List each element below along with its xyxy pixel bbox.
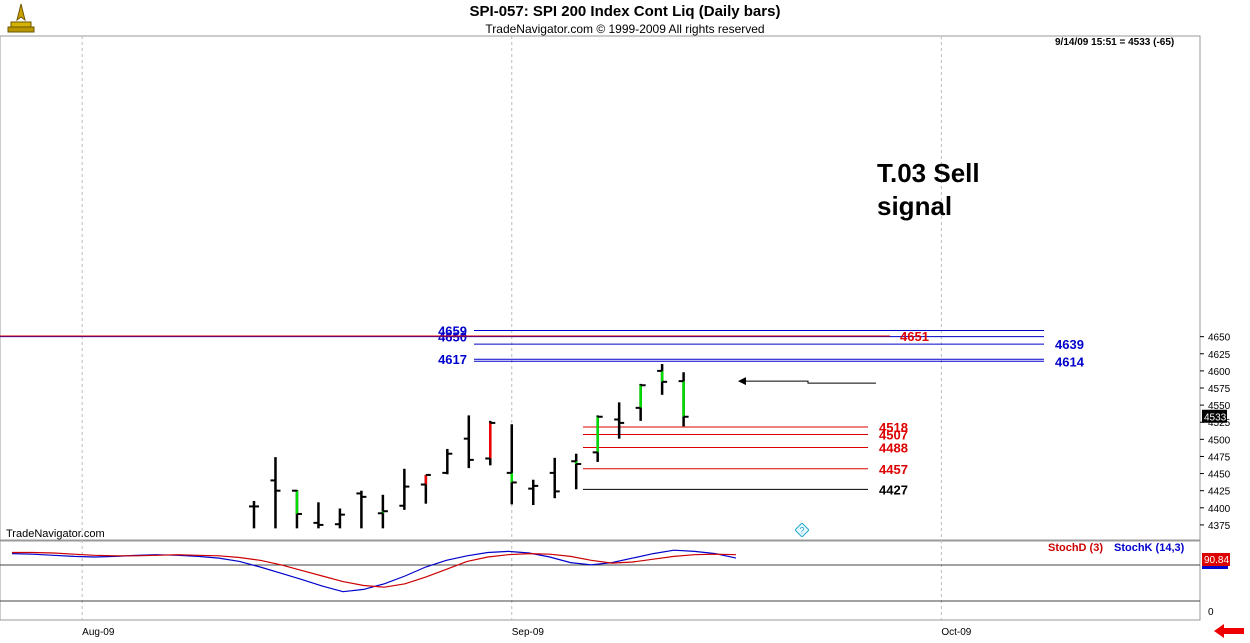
- price-tick-label: 4625: [1208, 350, 1231, 361]
- price-tick-label: 4475: [1208, 452, 1231, 463]
- ohlc-bar: [549, 457, 560, 499]
- ohlc-bar: [249, 500, 259, 529]
- level-label: 4427: [879, 482, 908, 497]
- stoch-value-label: 90.84: [1204, 555, 1229, 566]
- ohlc-bar: [506, 424, 517, 505]
- price-tick-label: 4575: [1208, 384, 1231, 395]
- chart-title: SPI-057: SPI 200 Index Cont Liq (Daily b…: [469, 3, 781, 20]
- ohlc-bar: [442, 448, 453, 475]
- level-label: 4639: [1055, 337, 1084, 352]
- stoch-plot-frame: [0, 540, 1201, 621]
- sell-signal-annotation: T.03 Sell signal: [877, 157, 1027, 223]
- stoch-k-marker: [1202, 566, 1228, 569]
- stoch-k-label: StochK (14,3): [1114, 542, 1185, 554]
- ohlc-bar: [592, 415, 603, 462]
- last-quote: 9/14/09 15:51 = 4533 (-65): [1055, 37, 1175, 48]
- annotation-line-2: signal: [877, 191, 953, 221]
- ohlc-bars: [249, 364, 689, 529]
- price-tick-label: 4375: [1208, 521, 1231, 532]
- price-tick-label: 4525: [1208, 418, 1231, 429]
- ohlc-bar: [313, 502, 324, 529]
- price-tick-label: 4550: [1208, 401, 1231, 412]
- level-label: 4518: [879, 420, 908, 435]
- watermark: TradeNavigator.com: [6, 528, 105, 540]
- stochastic-panel: 90.84 0: [0, 549, 1230, 618]
- signal-arrow-line: [744, 380, 876, 384]
- date-tick-label: Aug-09: [82, 627, 115, 638]
- level-label: 4507: [879, 428, 908, 443]
- ohlc-bar: [377, 494, 388, 529]
- signal-arrow: [738, 377, 876, 386]
- ohlc-bar: [334, 508, 345, 529]
- signal-arrow-head: [738, 377, 746, 386]
- level-label: 4457: [879, 462, 908, 477]
- chart-grid: [0, 35, 1201, 621]
- date-tick-label: Oct-09: [941, 627, 971, 638]
- stoch-value-badge: [1202, 553, 1230, 566]
- ohlc-bar: [270, 457, 281, 529]
- help-diamond-icon[interactable]: ?: [795, 523, 809, 537]
- level-label: 4650: [438, 330, 467, 345]
- ohlc-bar: [356, 490, 367, 529]
- level-label: 4617: [438, 352, 467, 367]
- ohlc-bar: [485, 420, 496, 466]
- ohlc-bar: [678, 372, 689, 427]
- stoch-axis-zero: 0: [1208, 607, 1214, 618]
- last-price-label: 4533: [1204, 413, 1227, 424]
- price-axis: 4375 4400 4425 4450 4475 4500 4525 4550 4575 4600…: [1200, 333, 1231, 532]
- price-tick-label: 4650: [1208, 333, 1231, 344]
- stoch-k-line: [11, 549, 737, 593]
- last-price-badge: [1202, 409, 1227, 423]
- date-tick-label: Sep-09: [512, 627, 545, 638]
- price-tick-label: 4600: [1208, 367, 1231, 378]
- compass-logo-icon[interactable]: [4, 2, 38, 36]
- level-label: 4488: [879, 441, 908, 456]
- red-left-arrow-icon[interactable]: [1214, 624, 1244, 638]
- chart-subtitle: TradeNavigator.com © 1999-2009 All right…: [485, 22, 765, 36]
- level-label: 4651: [900, 329, 929, 344]
- ohlc-bar: [657, 364, 668, 395]
- price-tick-label: 4450: [1208, 470, 1231, 481]
- ohlc-bar: [635, 383, 646, 421]
- stoch-d-label: StochD (3): [1048, 542, 1103, 554]
- annotation-line-1: T.03 Sell: [877, 158, 980, 188]
- level-label: 4614: [1055, 354, 1085, 369]
- ohlc-bar: [571, 453, 582, 490]
- ohlc-bar: [528, 479, 539, 506]
- ohlc-bar: [614, 402, 625, 439]
- ohlc-bar: [420, 473, 431, 504]
- ohlc-bar: [399, 468, 410, 510]
- ohlc-bar: [463, 415, 474, 469]
- ohlc-bar: [291, 489, 302, 529]
- price-tick-label: 4400: [1208, 504, 1231, 515]
- price-tick-label: 4500: [1208, 435, 1231, 446]
- svg-text:?: ?: [799, 526, 804, 536]
- price-tick-label: 4425: [1208, 487, 1231, 498]
- date-axis: Aug-09 Sep-09 Oct-09: [82, 627, 972, 638]
- stoch-d-line: [12, 551, 737, 588]
- price-plot-frame: [0, 35, 1201, 541]
- level-label: 4659: [438, 323, 467, 338]
